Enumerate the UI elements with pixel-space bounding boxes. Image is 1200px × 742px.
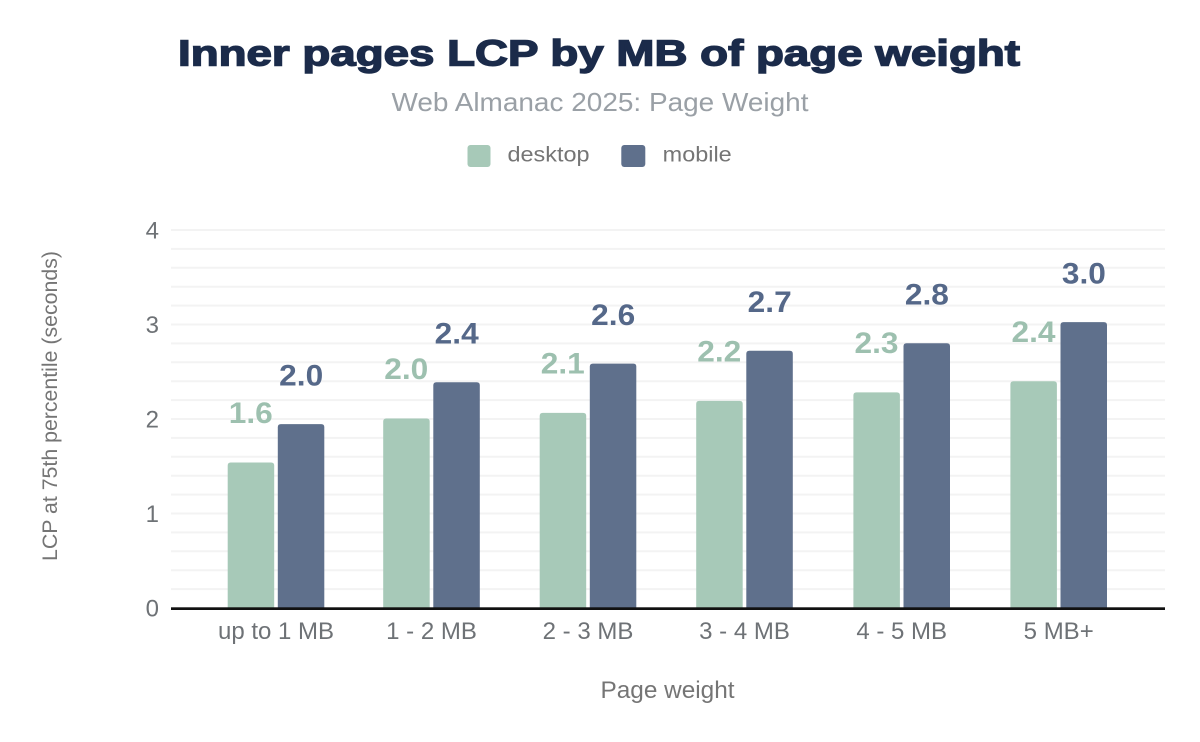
svg-text:1 - 2 MB: 1 - 2 MB bbox=[386, 618, 477, 645]
svg-text:2.0: 2.0 bbox=[384, 353, 428, 386]
svg-text:0: 0 bbox=[146, 595, 159, 622]
svg-text:Inner pages LCP by MB of page: Inner pages LCP by MB of page weight bbox=[178, 33, 1020, 74]
svg-text:2.8: 2.8 bbox=[905, 279, 949, 312]
svg-text:5 MB+: 5 MB+ bbox=[1024, 618, 1094, 645]
svg-text:4 - 5 MB: 4 - 5 MB bbox=[856, 618, 947, 645]
svg-text:1.6: 1.6 bbox=[229, 397, 273, 430]
svg-text:3.0: 3.0 bbox=[1062, 258, 1106, 291]
svg-text:2: 2 bbox=[146, 406, 159, 433]
svg-text:2.0: 2.0 bbox=[279, 360, 323, 393]
svg-text:3 - 4 MB: 3 - 4 MB bbox=[699, 618, 790, 645]
svg-text:2.1: 2.1 bbox=[541, 348, 585, 381]
svg-text:desktop: desktop bbox=[508, 144, 590, 167]
svg-text:1: 1 bbox=[146, 501, 159, 528]
svg-text:2.6: 2.6 bbox=[591, 299, 635, 332]
svg-text:2 - 3 MB: 2 - 3 MB bbox=[543, 618, 634, 645]
svg-text:3: 3 bbox=[146, 312, 159, 339]
svg-text:2.4: 2.4 bbox=[435, 318, 479, 351]
svg-text:mobile: mobile bbox=[663, 144, 732, 167]
svg-text:up to 1 MB: up to 1 MB bbox=[218, 618, 334, 645]
svg-text:2.3: 2.3 bbox=[855, 327, 899, 360]
svg-text:2.4: 2.4 bbox=[1012, 316, 1056, 349]
svg-text:LCP at 75th percentile (second: LCP at 75th percentile (seconds) bbox=[39, 251, 62, 561]
svg-text:2.2: 2.2 bbox=[697, 336, 741, 369]
svg-text:Web Almanac 2025: Page Weight: Web Almanac 2025: Page Weight bbox=[392, 87, 810, 117]
svg-text:Page weight: Page weight bbox=[601, 677, 735, 704]
svg-text:4: 4 bbox=[146, 217, 159, 244]
svg-text:2.7: 2.7 bbox=[748, 286, 792, 319]
